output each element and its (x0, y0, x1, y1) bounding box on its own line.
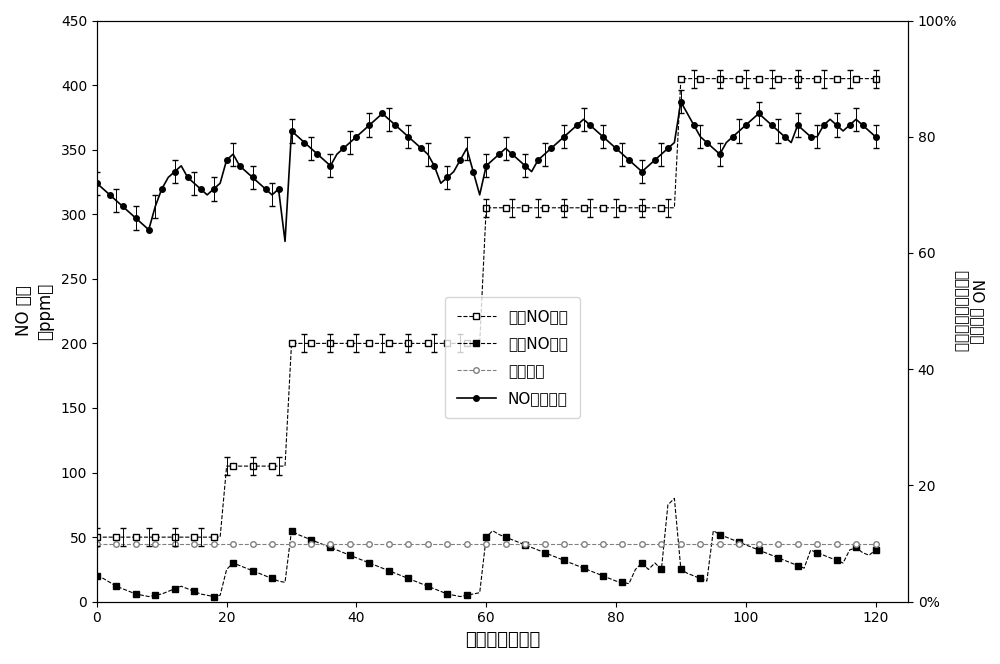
进口NO浓度 (616, 204, 628, 212)
Y-axis label: NO 浓度
（ppm）: NO 浓度 （ppm） (15, 282, 54, 340)
氧气体积 (273, 540, 285, 548)
氧气体积 (870, 540, 882, 548)
X-axis label: 运行时间（天）: 运行时间（天） (465, 631, 540, 649)
出口NO浓度 (91, 572, 103, 580)
Line: 氧气体积: 氧气体积 (94, 540, 878, 546)
NO脱除效率 (428, 162, 440, 170)
NO脱除效率 (91, 179, 103, 187)
氧气体积 (818, 540, 830, 548)
出口NO浓度 (279, 578, 291, 586)
NO脱除效率 (273, 185, 285, 193)
出口NO浓度 (870, 546, 882, 554)
氧气体积 (169, 540, 181, 548)
进口NO浓度 (273, 462, 285, 470)
Line: 进口NO浓度: 进口NO浓度 (94, 76, 878, 540)
Line: 出口NO浓度: 出口NO浓度 (94, 495, 878, 600)
NO脱除效率 (584, 121, 596, 129)
Line: NO脱除效率: NO脱除效率 (94, 99, 878, 244)
Y-axis label: NO 脱除效率
氧气浓度（体积比）: NO 脱除效率 氧气浓度（体积比） (953, 270, 985, 352)
出口NO浓度 (175, 582, 187, 590)
出口NO浓度 (831, 556, 843, 564)
氧气体积 (91, 540, 103, 548)
出口NO浓度 (428, 585, 440, 593)
进口NO浓度 (824, 74, 836, 82)
进口NO浓度 (675, 74, 687, 82)
NO脱除效率 (169, 167, 181, 175)
出口NO浓度 (668, 495, 680, 503)
出口NO浓度 (584, 567, 596, 575)
NO脱除效率 (623, 156, 635, 164)
进口NO浓度 (578, 204, 590, 212)
NO脱除效率 (279, 238, 291, 246)
Legend: 进口NO浓度, 出口NO浓度, 氧气体积, NO脱除效率: 进口NO浓度, 出口NO浓度, 氧气体积, NO脱除效率 (445, 297, 580, 418)
氧气体积 (578, 540, 590, 548)
氧气体积 (422, 540, 434, 548)
出口NO浓度 (143, 592, 155, 600)
进口NO浓度 (169, 533, 181, 541)
进口NO浓度 (422, 339, 434, 347)
出口NO浓度 (623, 580, 635, 588)
进口NO浓度 (91, 533, 103, 541)
氧气体积 (616, 540, 628, 548)
NO脱除效率 (675, 98, 687, 106)
进口NO浓度 (870, 74, 882, 82)
NO脱除效率 (870, 133, 882, 141)
NO脱除效率 (831, 121, 843, 129)
